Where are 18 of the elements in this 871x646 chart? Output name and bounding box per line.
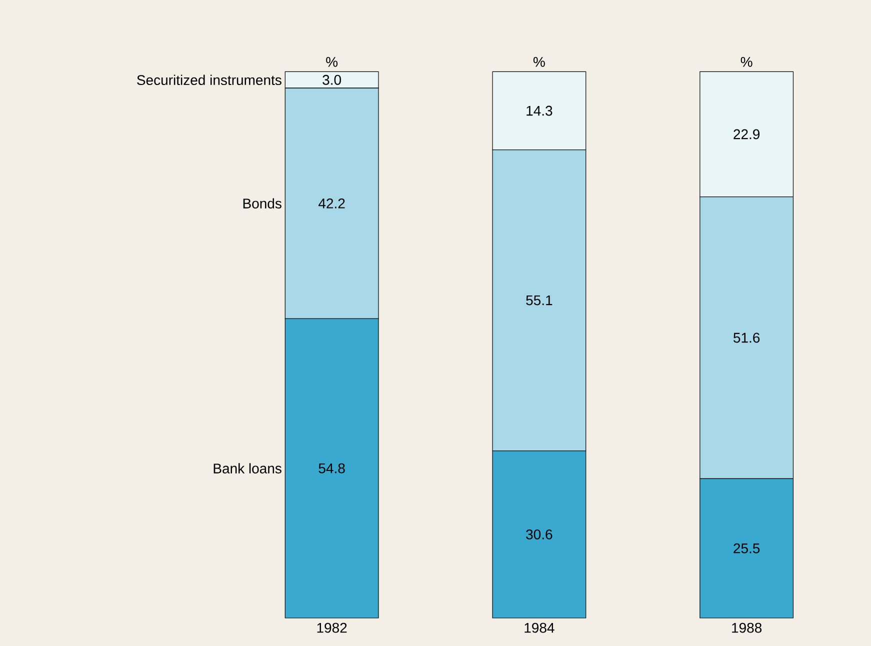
text: % [740,57,752,67]
data-label: 42.2 [318,198,345,208]
data-label: 22.9 [734,129,760,140]
series-label: Securitized instruments [137,74,282,86]
x-tick-label: 1982 [317,622,347,633]
x-tick-label: 1984 [524,622,554,633]
data-label: 54.8 [318,463,345,474]
x-tick-label: 1988 [732,622,762,633]
series-label: Bonds [243,198,282,209]
data-label: 55.1 [526,295,552,306]
text: % [533,57,545,67]
data-label: 25.5 [734,543,760,554]
data-label: 14.3 [526,106,552,116]
data-label: 30.6 [526,529,552,540]
text: % [326,57,338,67]
series-label: Bank loans [214,463,282,474]
data-label: 3.0 [322,74,342,85]
data-label: 51.6 [734,332,760,343]
